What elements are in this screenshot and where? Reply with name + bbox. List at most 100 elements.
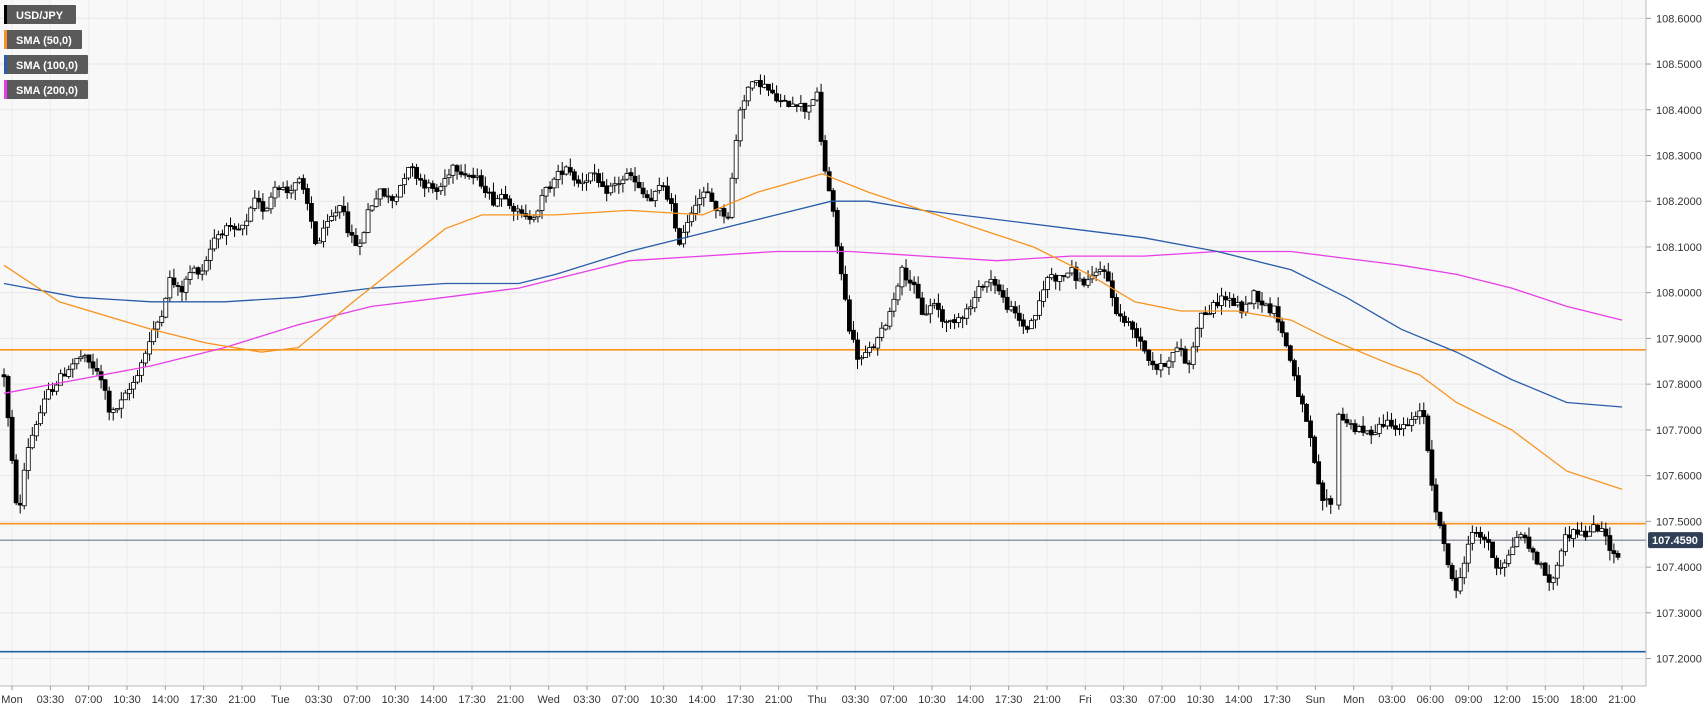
candle (414, 163, 419, 185)
candle (911, 276, 917, 294)
candle (232, 223, 237, 238)
candle (21, 462, 27, 510)
candle (398, 184, 403, 198)
candle (972, 290, 978, 313)
candle-body-up (1336, 413, 1342, 506)
candle-body-down (304, 188, 310, 204)
candle-body-down (1522, 534, 1528, 539)
candle-body-up (474, 175, 480, 178)
candle-body-up (373, 198, 379, 207)
candle (1494, 555, 1500, 576)
candle (29, 427, 35, 450)
legend-swatch (4, 30, 7, 49)
candle-body-down (1312, 436, 1317, 463)
candle-body-up (248, 207, 254, 222)
candle (806, 104, 812, 121)
candle-body-up (1235, 302, 1241, 306)
candle-body-up (1384, 419, 1390, 427)
candle-body-down (1611, 550, 1617, 555)
candle-body-down (596, 173, 602, 184)
candle-body-down (1437, 511, 1443, 527)
candle (167, 270, 173, 302)
candle-body-down (1231, 297, 1237, 307)
x-tick-label: 17:30 (190, 694, 218, 706)
candle-body-down (1449, 565, 1455, 579)
candle (1441, 521, 1447, 552)
candle-body-down (1534, 551, 1540, 565)
candle-body-up (191, 267, 197, 273)
candle-body-up (1126, 321, 1131, 323)
candle-body-up (66, 369, 72, 377)
candle (652, 190, 658, 208)
candle-body-down (171, 277, 177, 286)
candle-body-up (58, 373, 64, 386)
candle (1328, 495, 1334, 514)
candle-body-up (976, 286, 982, 299)
candle-body-up (1247, 302, 1253, 305)
x-tick-label: Mon (1343, 694, 1364, 706)
candle (940, 305, 945, 328)
candle (1162, 362, 1168, 368)
candle-body-down (851, 329, 856, 340)
candle (1389, 412, 1394, 429)
candle-body-down (1186, 362, 1192, 365)
x-tick-label: 14:00 (420, 694, 448, 706)
candle (879, 322, 885, 342)
candle-body-down (470, 174, 476, 179)
candle-body-up (859, 357, 864, 360)
candle-body-up (762, 83, 767, 88)
candle-body-up (211, 237, 217, 250)
candle (304, 183, 310, 211)
candle (571, 168, 577, 187)
candle (199, 264, 205, 281)
candle-body-down (1182, 348, 1188, 364)
candle (1429, 439, 1435, 491)
candle-body-up (551, 178, 557, 189)
candle (584, 174, 589, 191)
candle (729, 172, 735, 220)
candle (628, 167, 634, 181)
candle (745, 86, 751, 107)
candle (531, 214, 537, 223)
candle-body-down (1583, 530, 1588, 538)
candle-body-up (1029, 320, 1034, 330)
x-tick-label: 17:30 (995, 694, 1023, 706)
candle-body-down (1255, 290, 1261, 303)
candle-body-up (535, 210, 541, 218)
candle-body-down (300, 178, 306, 190)
candle (1231, 293, 1237, 307)
candle (1142, 339, 1148, 354)
x-tick-label: 15:00 (1532, 694, 1560, 706)
candle-body-down (709, 192, 715, 202)
x-tick-label: Fri (1079, 694, 1092, 706)
candle-body-down (1542, 562, 1548, 576)
candle (855, 332, 860, 370)
candle-body-down (228, 224, 233, 228)
candle-body-down (232, 225, 237, 230)
candle-body-up (964, 308, 970, 319)
x-tick-label: 10:30 (382, 694, 410, 706)
candle-body-up (1518, 534, 1524, 538)
candle (1437, 511, 1443, 529)
candle-body-down (1004, 296, 1010, 310)
candle-body-up (74, 358, 80, 365)
candle-body-up (745, 86, 751, 102)
candle-body-down (575, 179, 581, 184)
candle (272, 180, 278, 208)
candle-body-up (1008, 306, 1014, 311)
candle-body-down (1344, 419, 1350, 424)
x-axis-background (0, 686, 1707, 712)
candle (1057, 274, 1063, 291)
candle-body-up (139, 362, 144, 376)
x-tick-label: 17:30 (1263, 694, 1291, 706)
candle (842, 265, 848, 302)
candle-body-up (927, 305, 933, 315)
candle (1170, 352, 1176, 368)
candle-body-down (980, 285, 986, 288)
candle-body-down (1134, 328, 1139, 339)
candle-body-down (1, 374, 7, 378)
candle-body-down (1473, 532, 1479, 534)
candle-body-down (1202, 312, 1208, 316)
candle-body-up (240, 224, 246, 230)
